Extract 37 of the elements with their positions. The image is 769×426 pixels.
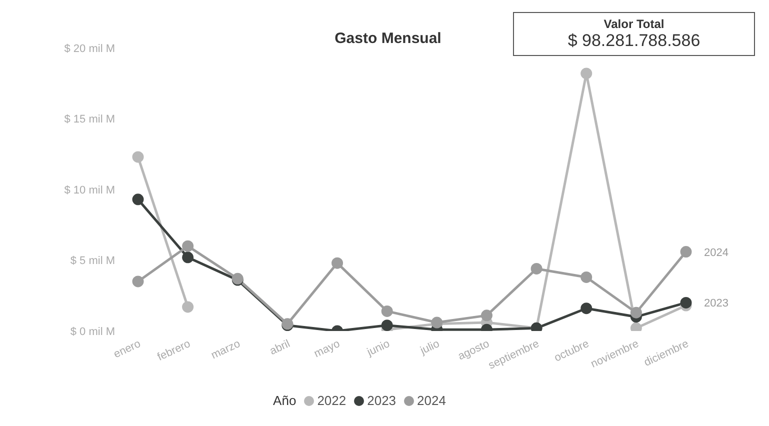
total-value-card: Valor Total $ 98.281.788.586 xyxy=(513,12,755,56)
x-tick-label: junio xyxy=(364,338,392,360)
point xyxy=(132,194,144,206)
y-tick-label: $ 15 mil M xyxy=(64,114,115,126)
point xyxy=(381,305,393,317)
annotation: 2023 xyxy=(704,298,728,310)
point xyxy=(132,276,144,288)
point xyxy=(332,257,344,269)
point xyxy=(182,301,194,313)
legend-label: 2022 xyxy=(316,393,346,408)
legend-title: Año xyxy=(273,393,296,408)
point xyxy=(182,240,194,252)
point xyxy=(580,271,592,283)
point xyxy=(680,246,692,258)
legend-label: 2023 xyxy=(366,393,396,408)
point xyxy=(182,252,194,264)
annotation: $ 98.281.788.586 xyxy=(566,31,702,51)
y-tick-label: $ 10 mil M xyxy=(64,184,115,196)
y-tick-label: $ 0 mil M xyxy=(70,326,115,338)
x-tick-label: agosto xyxy=(456,338,492,363)
point xyxy=(680,296,692,308)
point xyxy=(132,151,144,163)
point xyxy=(480,310,492,322)
annotation: 2024 xyxy=(704,246,728,259)
x-tick-label: enero xyxy=(112,338,143,361)
y-tick-label: $ 20 mil M xyxy=(64,42,115,55)
point xyxy=(530,262,542,274)
point xyxy=(580,68,592,80)
y-tick-label: $ 5 mil M xyxy=(70,255,115,268)
point xyxy=(580,302,592,314)
legend-label: 2024 xyxy=(416,393,446,408)
chart-title: Gasto Mensual xyxy=(334,30,442,47)
x-tick-label: marzo xyxy=(209,338,242,362)
x-tick-label: mayo xyxy=(312,338,342,360)
x-tick-label: julio xyxy=(418,338,442,358)
point xyxy=(630,306,642,318)
x-tick-label: abril xyxy=(268,338,292,358)
